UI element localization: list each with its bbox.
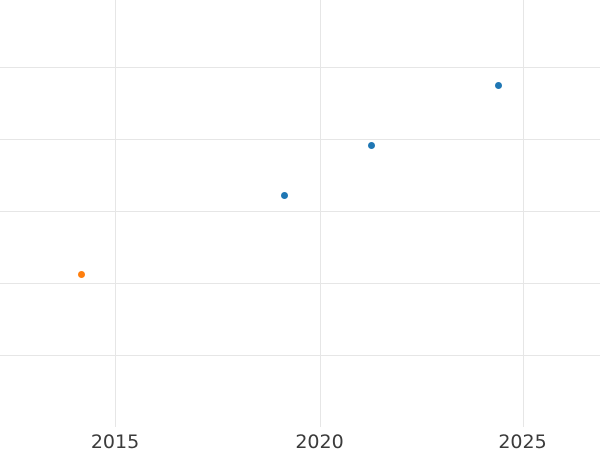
vertical-gridline	[319, 0, 321, 427]
vertical-gridline	[522, 0, 524, 427]
x-tick-label: 2020	[295, 431, 344, 450]
scatter-point-blue-series	[494, 81, 502, 89]
scatter-point-blue-series	[367, 141, 375, 149]
x-tick-label: 2015	[90, 431, 140, 450]
scatter-point-blue-series	[280, 191, 288, 199]
vertical-gridline	[115, 0, 116, 427]
horizontal-gridline	[0, 211, 600, 212]
horizontal-gridline	[0, 355, 600, 356]
x-tick-label: 2025	[498, 431, 547, 450]
scatter-point-orange-series	[77, 270, 85, 278]
horizontal-gridline	[0, 67, 600, 68]
horizontal-gridline	[0, 139, 600, 140]
horizontal-gridline	[0, 283, 600, 284]
